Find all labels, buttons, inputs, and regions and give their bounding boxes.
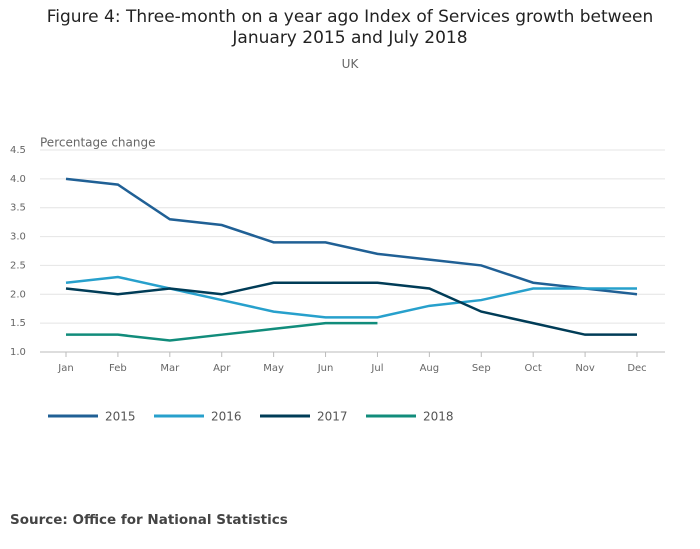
- x-tick-label: Feb: [109, 363, 127, 374]
- x-tick-label: Jun: [317, 363, 334, 374]
- chart-subtitle: UK: [341, 57, 359, 71]
- y-tick-label: 1.5: [10, 318, 26, 329]
- series-line: [65, 275, 637, 319]
- x-tick-label: Dec: [627, 363, 646, 374]
- y-tick-label: 3.5: [10, 203, 26, 214]
- y-tick-label: 4.0: [10, 174, 26, 185]
- source: Source: Office for National Statistics: [10, 512, 288, 528]
- legend-label: 2017: [317, 410, 348, 424]
- legend-label: 2015: [105, 410, 136, 424]
- series-line: [66, 321, 378, 342]
- y-axis-label: Percentage change: [40, 136, 155, 150]
- y-tick-label: 4.5: [10, 145, 26, 156]
- y-tick-label: 2.0: [10, 289, 26, 300]
- x-tick-label: Nov: [575, 363, 595, 374]
- chart-title: Figure 4: Three-month on a year ago Inde…: [46, 7, 654, 48]
- chart: Percentage change 1.0 1.5 2.0 2.5 3.0 3.5 4.0 4…: [10, 136, 665, 424]
- y-tick-label: 1.0: [10, 347, 26, 358]
- x-tick-label: Sep: [472, 363, 491, 374]
- y-tick-label: 3.0: [10, 232, 26, 243]
- x-tick-label: May: [263, 363, 284, 374]
- x-tick-label: Jul: [370, 363, 383, 374]
- x-tick-label: Jan: [57, 363, 73, 374]
- x-tick-label: Mar: [160, 363, 180, 374]
- series-line: [65, 177, 638, 296]
- series-line: [65, 281, 637, 336]
- x-tick-label: Oct: [525, 363, 542, 374]
- y-tick-label: 2.5: [10, 260, 26, 271]
- legend-label: 2018: [423, 410, 454, 424]
- x-tick-label: Aug: [420, 363, 440, 374]
- legend-label: 2016: [211, 410, 242, 424]
- x-tick-label: Apr: [213, 363, 231, 374]
